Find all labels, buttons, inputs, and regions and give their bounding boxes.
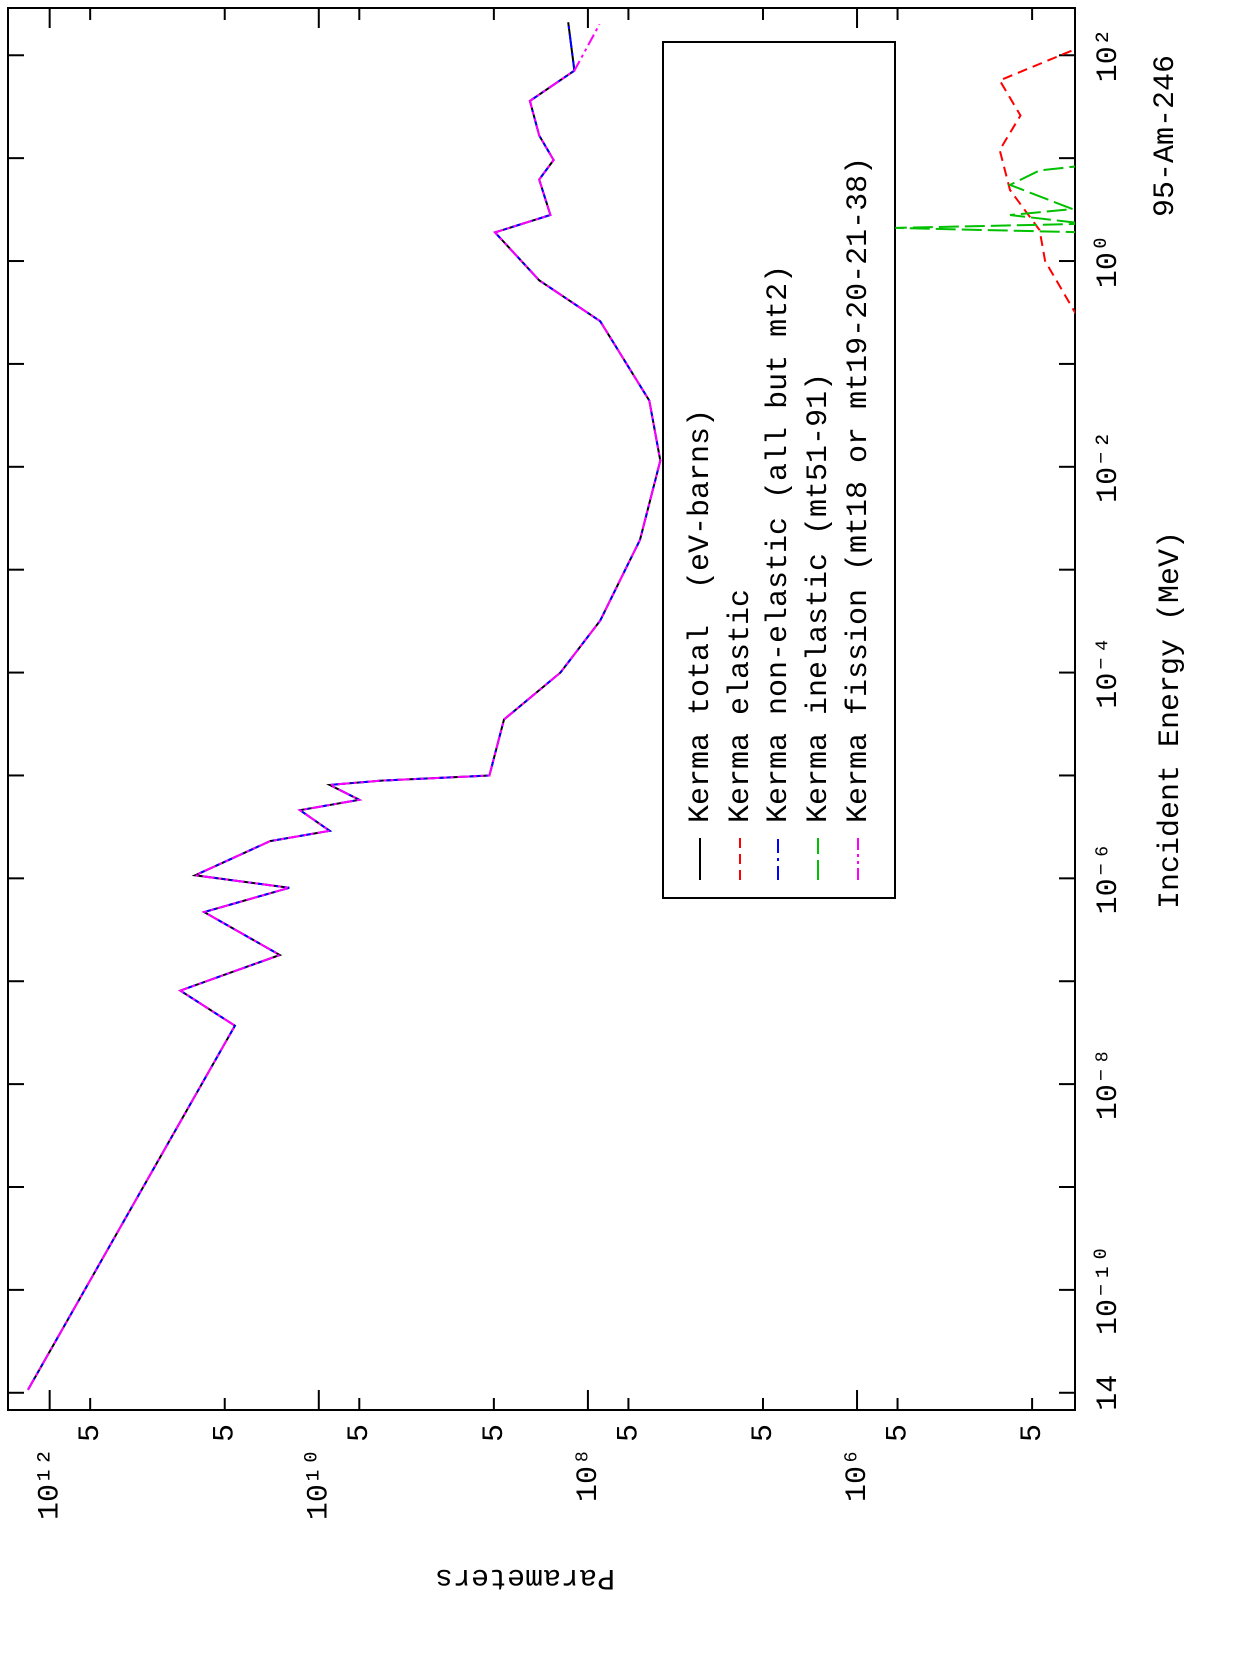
legend-label: Kerma non-elastic (all but mt2) <box>762 265 796 823</box>
y-tick-label: 5 <box>881 1424 915 1442</box>
y-tick-label: 10⁶ <box>841 1448 875 1502</box>
y-tick-label: 5 <box>747 1424 781 1442</box>
y-tick-label: 10¹² <box>34 1448 68 1520</box>
series-line <box>27 22 662 1391</box>
series-line <box>895 164 1075 234</box>
legend-label: Kerma inelastic (mt51-91) <box>802 373 836 823</box>
y-tick-label: 10⁸ <box>572 1448 606 1502</box>
x-tick-label: 10⁻¹⁰ <box>1092 1245 1126 1335</box>
legend-box <box>662 41 896 899</box>
x-tick-label: 10⁰ <box>1092 234 1126 288</box>
y-tick-label: 5 <box>74 1424 108 1442</box>
series-line <box>27 23 662 1391</box>
y-tick-label: 5 <box>1016 1424 1050 1442</box>
y-axis-label: Parameters <box>435 1560 615 1594</box>
x-axis-label: Incident Energy (MeV) <box>1154 531 1188 909</box>
plot-area <box>27 22 1075 1391</box>
y-tick-label: 5 <box>209 1424 243 1442</box>
y-tick-label: 5 <box>612 1424 646 1442</box>
x-tick-label: 10⁻⁸ <box>1092 1048 1126 1120</box>
rotated-chart: 95-Am-246 Incident Energy (MeV) Paramete… <box>7 7 1188 1594</box>
legend-label: Kerma total (eV-barns) <box>684 409 718 823</box>
y-tick-label: 5 <box>343 1424 377 1442</box>
series-line <box>998 43 1075 332</box>
x-tick-label: 14 <box>1092 1375 1126 1411</box>
legend-label: Kerma elastic <box>724 589 758 823</box>
series-line <box>27 22 662 1391</box>
x-tick-label: 10² <box>1092 28 1126 82</box>
legend-label: Kerma fission (mt18 or mt19-20-21-38) <box>842 157 876 823</box>
y-tick-label: 5 <box>478 1424 512 1442</box>
x-tick-label: 10⁻⁶ <box>1092 842 1126 914</box>
x-tick-label: 10⁻² <box>1092 431 1126 503</box>
plot-frame <box>7 7 1076 1411</box>
x-tick-label: 10⁻⁴ <box>1092 637 1126 709</box>
chart-title: 95-Am-246 <box>1149 55 1183 217</box>
y-tick-label: 10¹⁰ <box>303 1448 337 1520</box>
